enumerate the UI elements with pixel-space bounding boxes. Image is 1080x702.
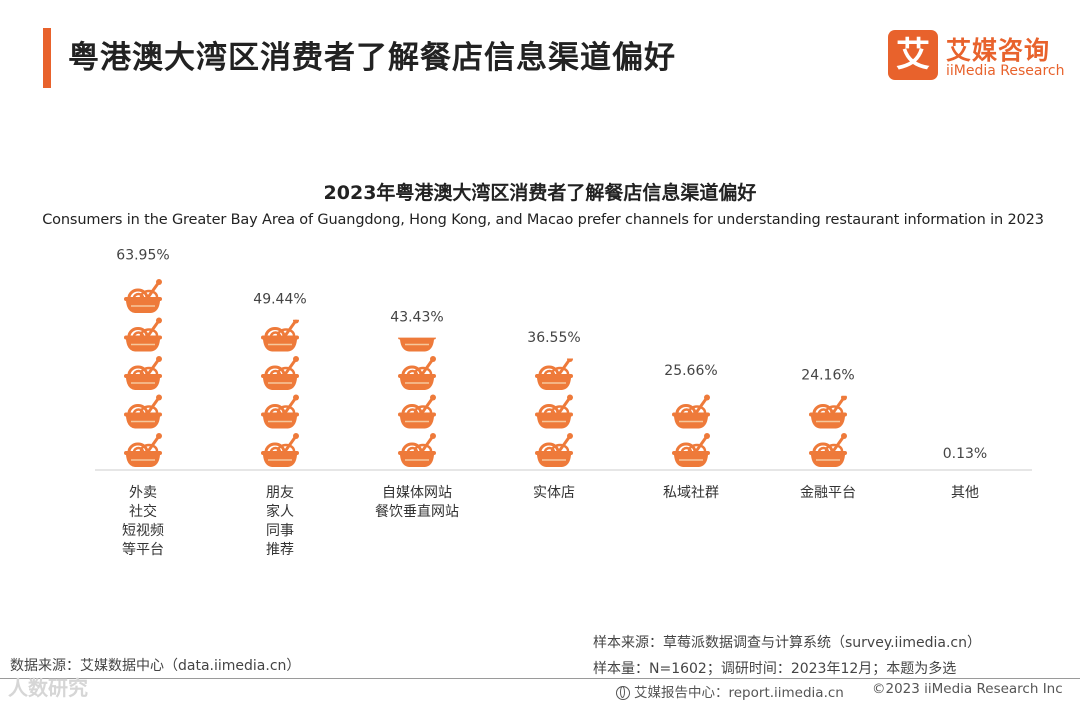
category-label-4: 实体店 bbox=[533, 485, 575, 501]
category-label-3: 自媒体网站餐饮垂直网站 bbox=[375, 485, 459, 520]
bar-6: 24.16% 金融平台 bbox=[800, 367, 856, 501]
footer-copyright: ©2023 iiMedia Research Inc bbox=[872, 681, 1063, 697]
data-label-5: 25.66% bbox=[664, 363, 717, 379]
sample-source-note: 样本来源：草莓派数据调查与计算系统（survey.iimedia.cn） bbox=[593, 635, 981, 651]
noodle-bowl-icon bbox=[535, 394, 573, 429]
sample-size-note: 样本量：N=1602；调研时间：2023年12月；本题为多选 bbox=[593, 661, 957, 677]
noodle-bowl-icon bbox=[398, 337, 436, 352]
noodle-bowl-icon bbox=[261, 356, 299, 390]
bar-3: 43.43% 自媒体网站餐饮垂直网站 bbox=[375, 309, 459, 520]
category-label-5: 私域社群 bbox=[663, 485, 719, 501]
globe-icon bbox=[616, 686, 630, 700]
category-label-6: 金融平台 bbox=[800, 485, 856, 501]
logo-english-name: iiMedia Research bbox=[946, 63, 1065, 79]
chart-subtitle: Consumers in the Greater Bay Area of Gua… bbox=[42, 212, 1044, 228]
category-label-7: 其他 bbox=[951, 485, 979, 501]
bar-2: 49.44% 朋友家人同事推荐 bbox=[253, 291, 306, 558]
noodle-bowl-icon bbox=[261, 319, 299, 352]
chart-title: 2023年粤港澳大湾区消费者了解餐店信息渠道偏好 bbox=[323, 182, 757, 204]
bar-7: 0.13% 其他 bbox=[943, 446, 987, 501]
bar-1: 63.95% 外卖社交短视频等平台 bbox=[116, 248, 169, 558]
pictogram-bar-chart: 63.95% 外卖社交短视频等平台 49.44% 朋友家人同事推荐 43.43% 自媒体网… bbox=[95, 248, 1032, 558]
noodle-bowl-icon bbox=[124, 433, 162, 467]
data-source-note: 数据来源：艾媒数据中心（data.iimedia.cn） bbox=[10, 658, 301, 674]
bar-4: 36.55% 实体店 bbox=[527, 330, 580, 501]
noodle-bowl-icon bbox=[261, 433, 299, 467]
noodle-bowl-icon bbox=[398, 433, 436, 467]
noodle-bowl-icon bbox=[809, 395, 847, 429]
noodle-bowl-icon bbox=[124, 394, 162, 429]
noodle-bowl-icon bbox=[124, 356, 162, 390]
noodle-bowl-icon bbox=[124, 279, 162, 313]
brand-logo: 艾 艾媒咨询 iiMedia Research bbox=[888, 30, 1066, 82]
data-label-3: 43.43% bbox=[390, 309, 443, 325]
footer-report-center: 艾媒报告中心：report.iimedia.cn bbox=[616, 681, 844, 701]
page-title: 粤港澳大湾区消费者了解餐店信息渠道偏好 bbox=[68, 40, 676, 76]
category-label-2: 朋友家人同事推荐 bbox=[266, 485, 294, 558]
logo-badge: 艾 bbox=[888, 30, 938, 80]
logo-chinese-name: 艾媒咨询 bbox=[946, 36, 1051, 65]
data-label-2: 49.44% bbox=[253, 291, 306, 307]
noodle-bowl-icon bbox=[261, 394, 299, 429]
noodle-bowl-icon bbox=[535, 358, 573, 390]
noodle-bowl-icon bbox=[398, 394, 436, 429]
data-label-7: 0.13% bbox=[943, 446, 987, 462]
noodle-bowl-icon bbox=[672, 433, 710, 467]
bar-5: 25.66% 私域社群 bbox=[663, 363, 719, 501]
report-center-text: 艾媒报告中心：report.iimedia.cn bbox=[634, 685, 844, 701]
data-label-6: 24.16% bbox=[801, 367, 854, 383]
footer-divider bbox=[0, 678, 1080, 679]
noodle-bowl-icon bbox=[809, 433, 847, 467]
data-label-1: 63.95% bbox=[116, 248, 169, 264]
title-accent-bar bbox=[43, 28, 51, 88]
data-label-4: 36.55% bbox=[527, 330, 580, 346]
noodle-bowl-icon bbox=[672, 394, 710, 429]
noodle-bowl-icon bbox=[535, 433, 573, 467]
watermark: 人数研究 bbox=[8, 676, 88, 700]
category-label-1: 外卖社交短视频等平台 bbox=[122, 485, 164, 558]
noodle-bowl-icon bbox=[124, 317, 162, 352]
noodle-bowl-icon bbox=[398, 356, 436, 390]
